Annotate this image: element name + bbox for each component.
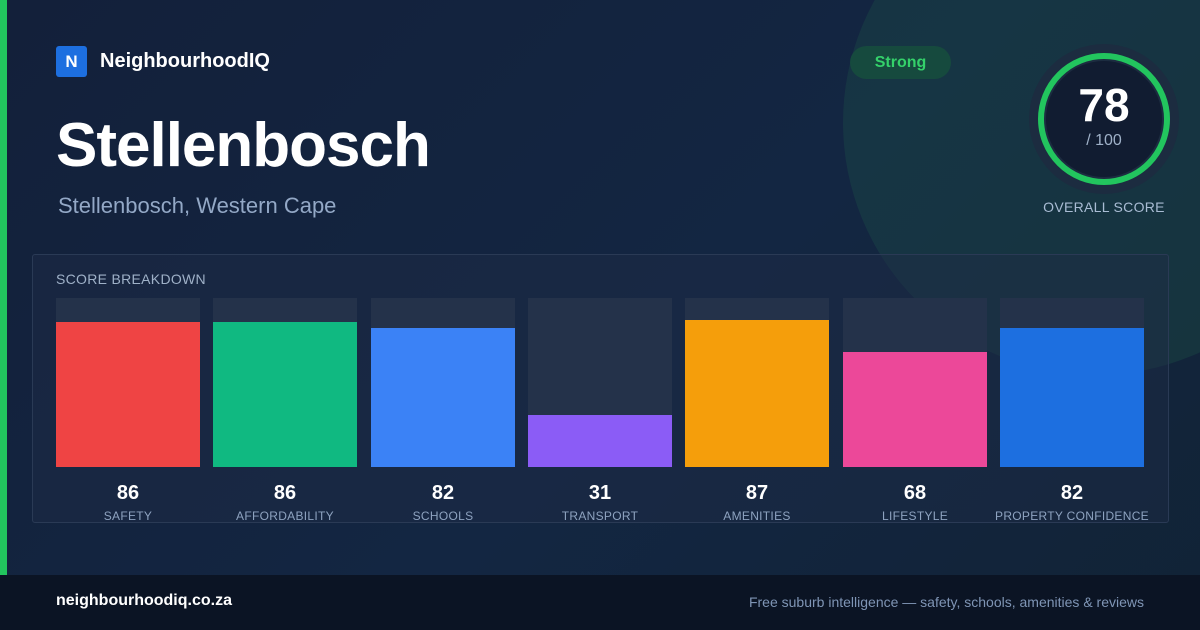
bar-value: 87	[745, 482, 769, 504]
overall-score-label: OVERALL SCORE	[1043, 199, 1165, 215]
score-bar-schools: 82 SCHOOLS	[371, 298, 515, 523]
bar-value: 86	[116, 482, 140, 504]
bar-track	[213, 298, 357, 467]
bar-label: SAFETY	[103, 509, 153, 523]
bar-label: AFFORDABILITY	[236, 509, 334, 523]
bar-value: 68	[903, 482, 927, 504]
brand-name: NeighbourhoodIQ	[100, 50, 270, 72]
overall-score-gauge	[1029, 44, 1179, 194]
bar-fill	[843, 352, 987, 467]
bar-fill	[213, 322, 357, 467]
bar-fill	[685, 320, 829, 467]
bar-label: AMENITIES	[723, 509, 791, 523]
bar-label: TRANSPORT	[561, 509, 639, 523]
footer	[0, 575, 1200, 630]
bar-label: PROPERTY CONFIDENCE	[995, 509, 1149, 523]
bar-value: 82	[431, 482, 455, 504]
score-bar-property-confidence: 82 PROPERTY CONFIDENCE	[995, 298, 1149, 523]
bar-fill	[371, 328, 515, 467]
bar-label: LIFESTYLE	[881, 509, 949, 523]
footer-domain-link[interactable]: neighbourhoodiq.co.za	[56, 592, 232, 609]
accent-stripe	[0, 0, 7, 575]
bar-fill	[1000, 328, 1144, 467]
rating-badge: Strong	[850, 46, 951, 79]
overall-score-max: / 100	[1086, 132, 1122, 149]
bar-track	[371, 298, 515, 467]
footer-tagline: Free suburb intelligence — safety, schoo…	[748, 594, 1144, 610]
location-subtitle: Stellenbosch, Western Cape	[58, 193, 337, 218]
score-bar-affordability: 86 AFFORDABILITY	[213, 298, 357, 523]
bar-track	[56, 298, 200, 467]
page-title: Stellenbosch	[56, 111, 431, 180]
brand-logo-icon: N	[56, 46, 87, 77]
bar-track	[685, 298, 829, 467]
score-bar-transport: 31 TRANSPORT	[528, 298, 672, 523]
bar-fill	[56, 322, 200, 467]
bar-value: 86	[273, 482, 297, 504]
overall-score-value: 78	[1078, 79, 1130, 131]
bar-value: 82	[1060, 482, 1084, 504]
brand[interactable]: N NeighbourhoodIQ	[56, 46, 270, 77]
bar-fill	[528, 415, 672, 467]
bar-label: SCHOOLS	[412, 509, 474, 523]
score-bar-amenities: 87 AMENITIES	[685, 298, 829, 523]
score-bar-lifestyle: 68 LIFESTYLE	[843, 298, 987, 523]
gauge-progress-arc	[1038, 53, 1170, 185]
bar-value: 31	[588, 482, 612, 504]
score-bar-safety: 86 SAFETY	[56, 298, 200, 523]
score-breakdown-heading: SCORE BREAKDOWN	[56, 271, 206, 287]
bar-track	[528, 298, 672, 467]
gauge-inner-disc	[1046, 61, 1162, 177]
bar-track	[843, 298, 987, 467]
bar-track	[1000, 298, 1144, 467]
